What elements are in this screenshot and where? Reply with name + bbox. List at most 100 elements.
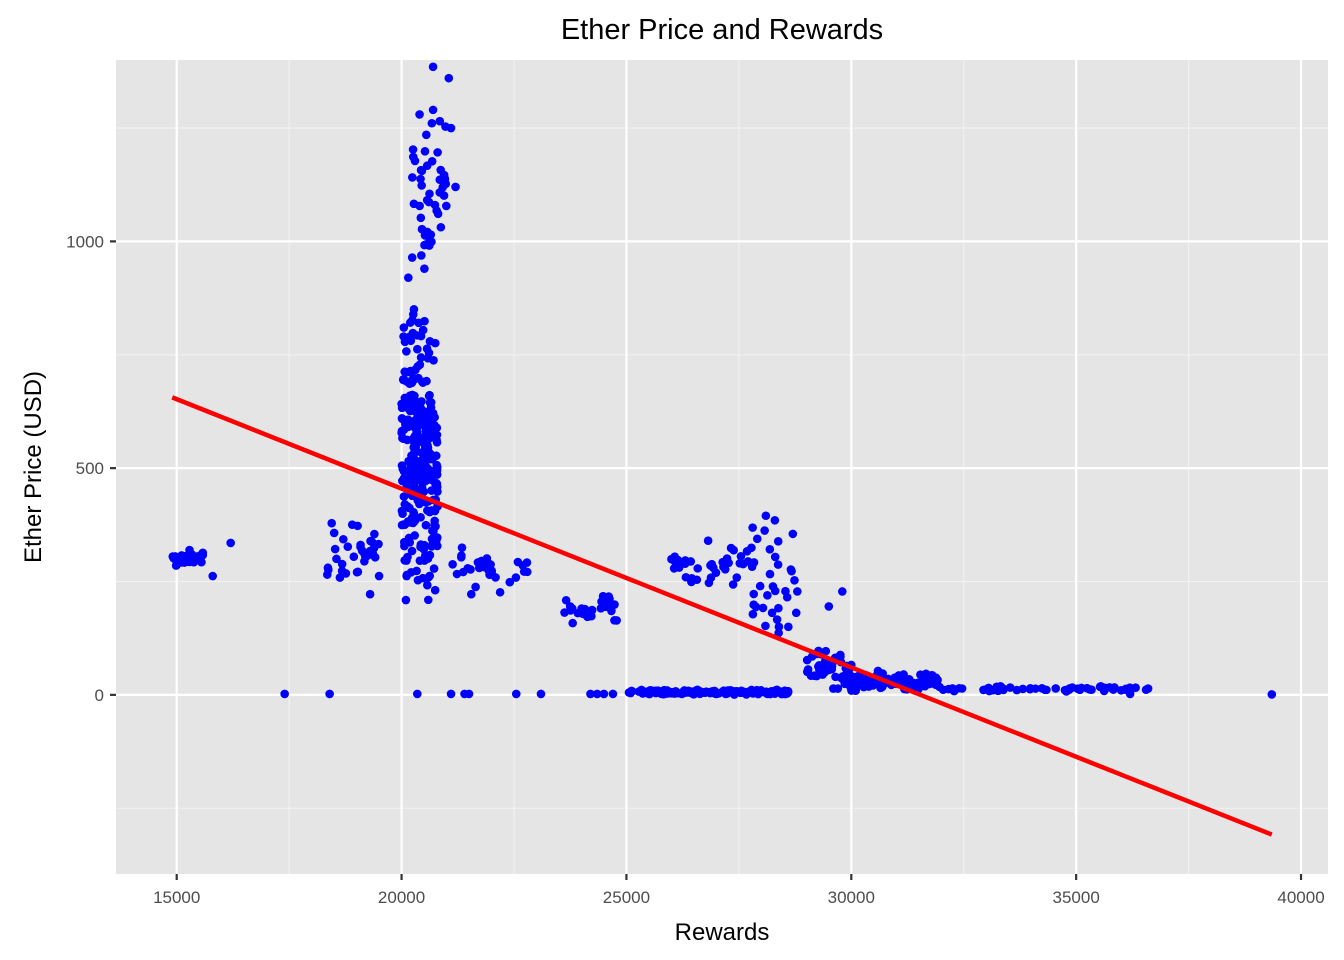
- data-point: [330, 544, 340, 554]
- data-point: [403, 398, 413, 408]
- data-point: [417, 251, 426, 260]
- data-point: [416, 174, 425, 184]
- data-point: [833, 684, 843, 693]
- data-point: [774, 628, 783, 638]
- y-tick-label: 500: [76, 459, 104, 478]
- data-point: [415, 110, 424, 119]
- data-point: [428, 475, 437, 485]
- data-point: [625, 687, 635, 697]
- data-point: [729, 545, 738, 555]
- data-point: [840, 679, 850, 689]
- data-point: [413, 344, 422, 354]
- data-point: [429, 526, 438, 536]
- data-point: [356, 540, 365, 550]
- data-point: [755, 581, 765, 591]
- data-point: [511, 689, 521, 699]
- data-point: [451, 182, 460, 192]
- data-point: [432, 206, 441, 215]
- data-point: [374, 539, 383, 549]
- data-point: [399, 492, 409, 501]
- data-point: [747, 543, 756, 553]
- data-point: [370, 529, 379, 539]
- data-point: [428, 62, 438, 72]
- data-point: [566, 606, 575, 615]
- data-point: [824, 602, 834, 611]
- data-point: [1116, 686, 1126, 695]
- data-point: [169, 553, 178, 563]
- data-point: [432, 430, 442, 440]
- minor-gridlines: [116, 60, 1328, 874]
- data-point: [838, 587, 847, 596]
- data-point: [327, 518, 337, 528]
- data-point: [417, 397, 426, 406]
- data-point: [791, 608, 801, 618]
- data-point: [408, 390, 417, 400]
- y-axis: 0 500 1000: [66, 232, 116, 705]
- data-point: [416, 213, 426, 223]
- data-point: [673, 555, 683, 565]
- data-point: [790, 575, 799, 585]
- y-tick-label: 1000: [66, 232, 104, 251]
- data-point: [397, 403, 407, 413]
- data-point: [860, 678, 870, 687]
- data-point: [770, 552, 780, 562]
- data-point: [198, 550, 208, 560]
- data-point: [410, 156, 420, 166]
- data-point: [427, 157, 437, 166]
- data-point: [401, 420, 411, 429]
- data-point: [722, 688, 732, 698]
- data-point: [448, 559, 457, 569]
- data-point: [511, 573, 521, 582]
- data-point: [432, 466, 442, 475]
- data-point: [761, 511, 771, 521]
- data-point: [1012, 685, 1022, 695]
- data-point: [765, 544, 775, 554]
- data-point: [474, 563, 484, 573]
- data-point: [175, 558, 185, 568]
- data-point: [736, 552, 746, 561]
- data-point: [405, 318, 415, 327]
- data-point: [412, 419, 422, 428]
- data-point: [424, 232, 434, 242]
- data-point: [323, 563, 333, 573]
- data-point: [765, 569, 775, 579]
- data-point: [781, 586, 790, 596]
- data-point: [774, 622, 784, 632]
- data-point: [505, 577, 515, 587]
- data-point: [693, 564, 703, 573]
- data-point: [985, 686, 994, 696]
- data-point: [425, 550, 435, 560]
- data-point: [872, 679, 881, 688]
- data-point: [441, 179, 451, 189]
- data-point: [406, 479, 416, 489]
- data-point: [458, 567, 468, 577]
- data-point: [418, 378, 428, 387]
- data-point: [692, 575, 702, 585]
- data-point: [601, 602, 611, 612]
- data-point: [365, 589, 375, 599]
- data-point: [749, 589, 759, 599]
- data-point: [404, 533, 414, 543]
- data-point: [416, 353, 426, 362]
- data-point: [656, 689, 666, 698]
- data-point: [666, 688, 676, 698]
- data-point: [435, 116, 445, 126]
- data-point: [399, 332, 408, 341]
- data-point: [847, 686, 856, 695]
- data-point: [783, 686, 793, 696]
- data-point: [422, 195, 432, 205]
- data-point: [398, 375, 408, 384]
- data-point: [1026, 684, 1035, 693]
- data-point: [403, 552, 412, 562]
- data-point: [704, 578, 714, 588]
- major-gridlines: [116, 60, 1328, 874]
- data-point: [536, 689, 546, 699]
- data-point: [402, 347, 411, 356]
- data-point: [841, 670, 850, 680]
- data-point: [669, 564, 679, 573]
- data-point: [732, 573, 742, 582]
- data-point: [370, 553, 380, 562]
- regression-line-group: [171, 395, 1273, 837]
- data-point: [410, 447, 419, 456]
